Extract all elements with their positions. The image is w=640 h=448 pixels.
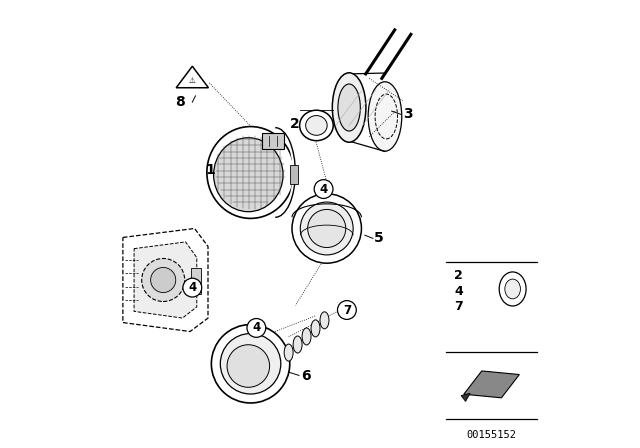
Ellipse shape — [311, 320, 320, 337]
FancyBboxPatch shape — [289, 165, 298, 184]
Text: 8: 8 — [175, 95, 185, 109]
Circle shape — [150, 267, 176, 293]
Ellipse shape — [320, 312, 329, 329]
Circle shape — [247, 319, 266, 337]
Polygon shape — [134, 242, 197, 318]
Ellipse shape — [302, 328, 311, 345]
Ellipse shape — [368, 82, 402, 151]
Ellipse shape — [211, 324, 290, 403]
Text: 4: 4 — [188, 281, 196, 294]
Ellipse shape — [214, 138, 283, 212]
Ellipse shape — [306, 116, 327, 135]
Text: 4: 4 — [252, 321, 260, 335]
FancyBboxPatch shape — [262, 133, 284, 149]
Ellipse shape — [300, 202, 353, 255]
Polygon shape — [461, 393, 470, 401]
Circle shape — [314, 180, 333, 198]
Text: 00155152: 00155152 — [467, 430, 516, 439]
Text: ⚠: ⚠ — [189, 76, 196, 85]
Circle shape — [183, 278, 202, 297]
Circle shape — [337, 301, 356, 319]
Text: 4: 4 — [319, 182, 328, 196]
Ellipse shape — [499, 272, 526, 306]
Ellipse shape — [207, 127, 294, 219]
Polygon shape — [123, 228, 208, 332]
Ellipse shape — [284, 344, 293, 361]
Text: 7: 7 — [454, 300, 463, 314]
Polygon shape — [464, 371, 520, 398]
Ellipse shape — [292, 194, 362, 263]
Text: 4: 4 — [454, 284, 463, 298]
Ellipse shape — [293, 336, 302, 353]
Text: 2: 2 — [290, 116, 300, 131]
Text: 2: 2 — [454, 269, 463, 282]
Ellipse shape — [338, 84, 360, 131]
Text: 1: 1 — [205, 163, 215, 177]
Ellipse shape — [220, 333, 281, 394]
Ellipse shape — [300, 110, 333, 141]
Text: 3: 3 — [403, 107, 413, 121]
Ellipse shape — [308, 210, 346, 247]
Ellipse shape — [227, 345, 269, 387]
FancyBboxPatch shape — [191, 268, 201, 294]
Circle shape — [141, 258, 185, 302]
Text: 7: 7 — [343, 303, 351, 317]
Ellipse shape — [332, 73, 366, 142]
Text: 6: 6 — [301, 369, 311, 383]
Text: 5: 5 — [374, 231, 383, 246]
Ellipse shape — [505, 279, 520, 299]
